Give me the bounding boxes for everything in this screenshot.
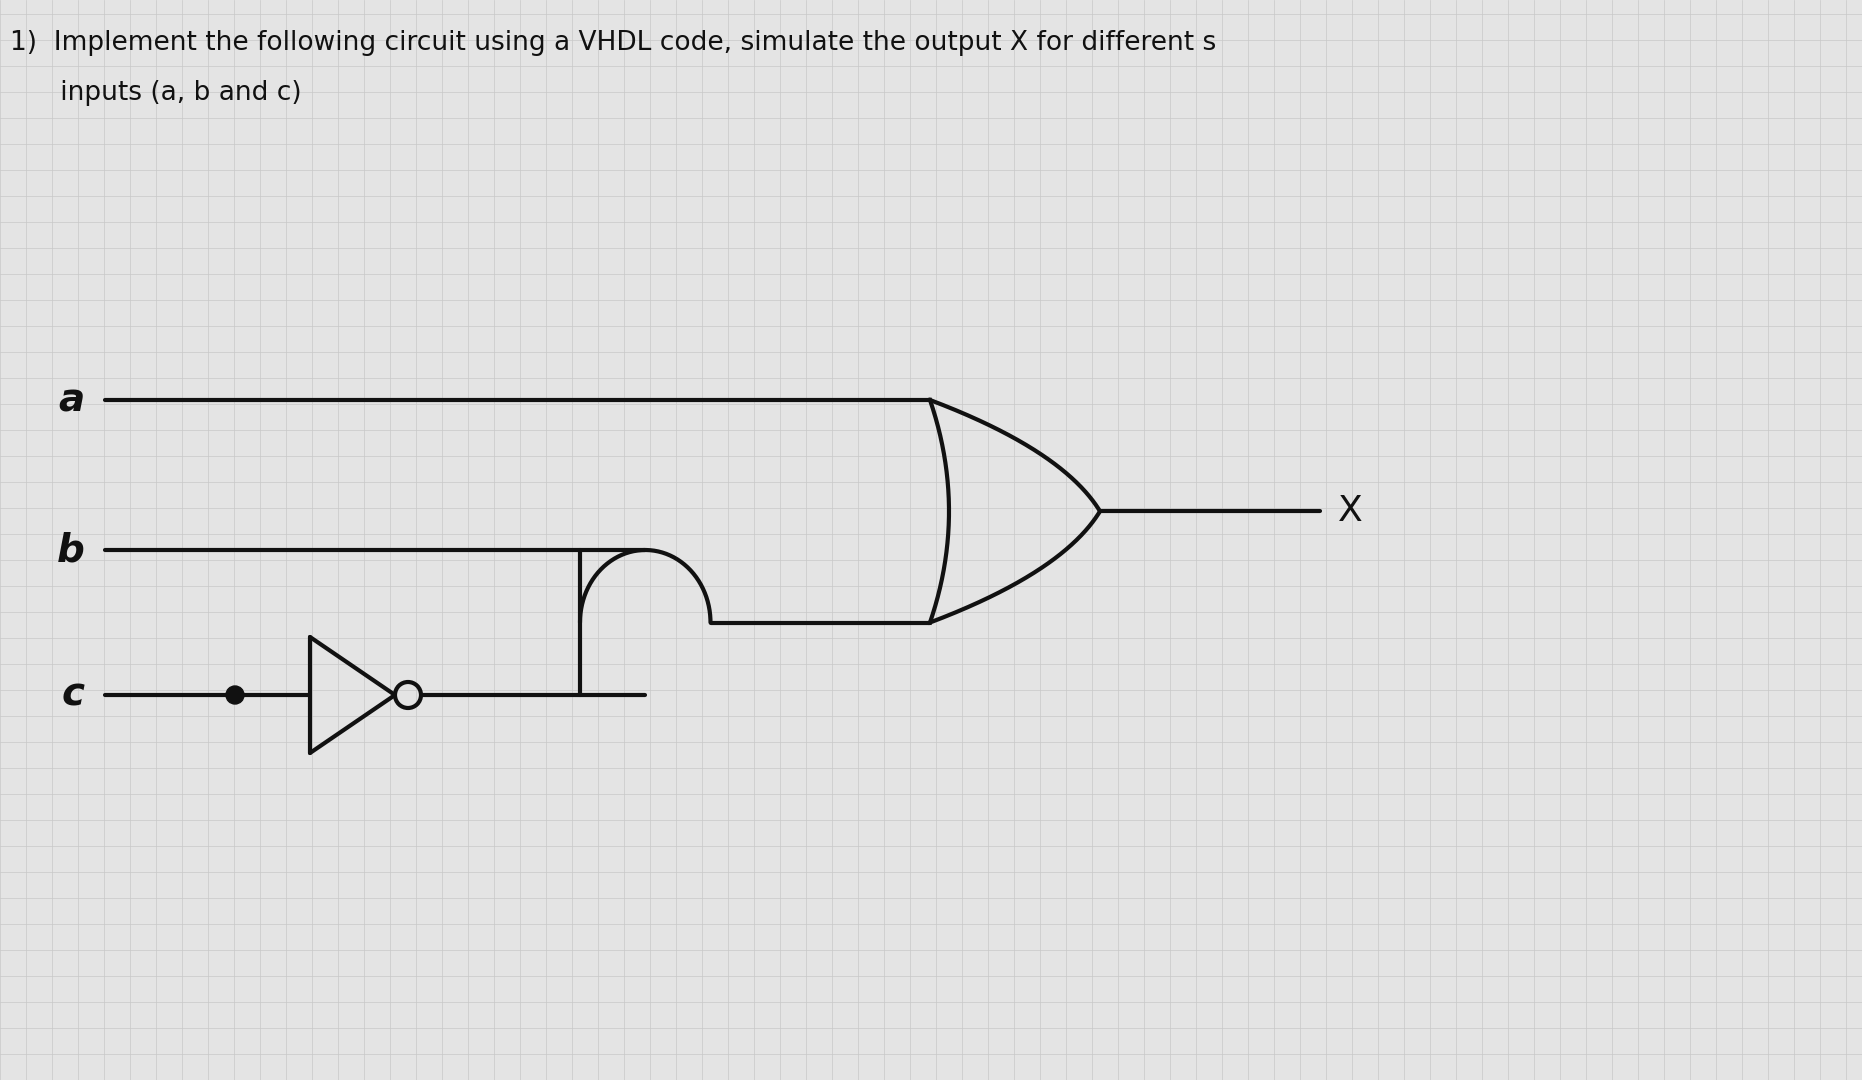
Text: b: b [58, 531, 86, 569]
Text: c: c [61, 676, 86, 714]
Circle shape [225, 686, 244, 704]
Text: X: X [1339, 495, 1363, 528]
Text: a: a [60, 381, 86, 419]
Text: inputs (a, b and c): inputs (a, b and c) [9, 80, 302, 106]
Text: 1)  Implement the following circuit using a VHDL code, simulate the output X for: 1) Implement the following circuit using… [9, 30, 1216, 56]
